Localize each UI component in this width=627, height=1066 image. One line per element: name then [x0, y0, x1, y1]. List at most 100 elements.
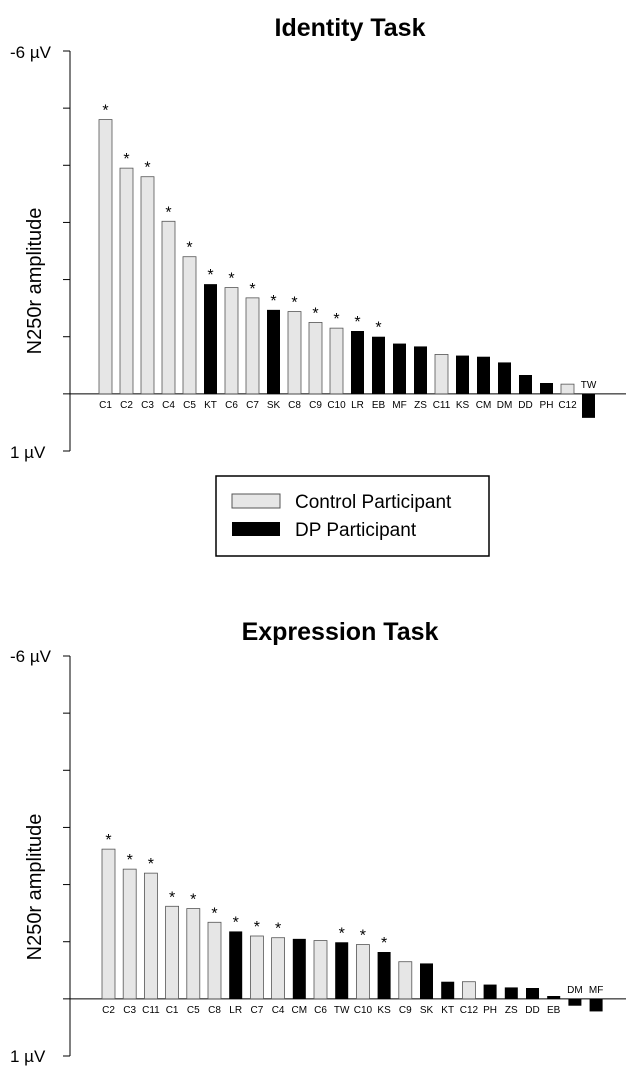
- legend-label-control: Control Participant: [295, 492, 452, 513]
- bar-sk: [267, 309, 280, 394]
- bar-zs: [504, 987, 518, 999]
- x-tick-label: C2: [120, 400, 133, 411]
- significance-star: *: [381, 935, 387, 952]
- x-tick-label: ZS: [414, 400, 427, 411]
- bar-c10: [329, 327, 344, 395]
- legend-swatch-dp: [232, 522, 280, 536]
- bar-c2: [101, 848, 116, 1000]
- y-axis-label: N250r amplitude: [24, 814, 46, 961]
- y-tick-top: -6 µV: [10, 43, 52, 62]
- x-tick-label: C7: [251, 1005, 264, 1016]
- bar-dd: [526, 988, 539, 999]
- bar-c12: [560, 383, 575, 395]
- x-tick-label: C8: [288, 400, 301, 411]
- x-tick-label: DD: [525, 1005, 539, 1016]
- bar-kt: [204, 284, 217, 394]
- significance-star: *: [312, 305, 318, 322]
- legend: Control Participant DP Participant: [215, 475, 490, 557]
- x-tick-label: C1: [166, 1005, 179, 1016]
- significance-star: *: [127, 852, 133, 869]
- significance-star: *: [169, 889, 175, 906]
- x-tick-label: C2: [102, 1005, 115, 1016]
- x-tick-label: C11: [142, 1005, 160, 1016]
- bar-zs: [414, 346, 427, 394]
- x-tick-label: C4: [162, 400, 175, 411]
- bar-mf: [589, 998, 603, 1012]
- x-tick-label: DD: [518, 400, 532, 411]
- significance-star: *: [228, 271, 234, 288]
- bars: C1 * C2 * C3 * C4 * C5 * KT * C6 * C7 * SK * C8 * C9 * C10 * LR *…: [98, 103, 597, 418]
- bar-c11: [143, 872, 158, 1000]
- significance-star: *: [102, 103, 108, 120]
- x-tick-label: MF: [589, 985, 603, 996]
- significance-star: *: [165, 204, 171, 221]
- significance-star: *: [211, 905, 217, 922]
- bar-cm: [477, 356, 490, 394]
- bar-c5: [186, 908, 201, 1000]
- x-tick-label: SK: [267, 400, 281, 411]
- bar-c7: [245, 297, 260, 395]
- x-tick-label: C9: [309, 400, 322, 411]
- bar-lr: [351, 331, 364, 394]
- legend-label-dp: DP Participant: [295, 520, 417, 541]
- x-tick-label: C8: [208, 1005, 221, 1016]
- y-tick-top: -6 µV: [10, 647, 52, 666]
- x-tick-label: PH: [540, 400, 554, 411]
- chart-title: Expression Task: [242, 618, 439, 646]
- significance-star: *: [339, 925, 345, 942]
- significance-star: *: [275, 921, 281, 938]
- x-tick-label: LR: [351, 400, 364, 411]
- significance-star: *: [190, 892, 196, 909]
- bar-tw: [335, 942, 349, 999]
- expression-chart: Expression Task -6 µV 1 µV N250r amplitu…: [10, 618, 626, 1066]
- x-tick-label: KT: [204, 400, 217, 411]
- significance-star: *: [249, 281, 255, 298]
- bar-c8: [207, 921, 222, 1000]
- x-tick-label: C9: [399, 1005, 412, 1016]
- x-tick-label: C12: [460, 1005, 479, 1016]
- bars: C2 * C3 * C11 * C1 * C5 * C8 * LR * C7 * C4 * CM C6 TW * C10 * K…: [101, 832, 603, 1016]
- significance-star: *: [207, 267, 213, 284]
- bar-kt: [441, 981, 455, 999]
- x-tick-label: EB: [547, 1005, 561, 1016]
- bar-eb: [547, 996, 561, 999]
- bar-c3: [122, 868, 137, 1000]
- y-axis-label: N250r amplitude: [24, 208, 46, 355]
- bar-c12: [461, 981, 476, 1000]
- significance-star: *: [360, 928, 366, 945]
- bar-c4: [271, 937, 286, 1000]
- bar-lr: [229, 931, 243, 999]
- y-tick-bottom: 1 µV: [10, 1047, 46, 1066]
- x-tick-label: SK: [420, 1005, 434, 1016]
- bar-c6: [224, 287, 239, 395]
- identity-chart: Identity Task -6 µV 1 µV N250r amplitude…: [10, 14, 626, 462]
- x-tick-label: C4: [272, 1005, 285, 1016]
- significance-star: *: [123, 151, 129, 168]
- bar-c6: [313, 940, 328, 1000]
- bar-c9: [398, 961, 413, 1000]
- bar-c7: [249, 935, 264, 1000]
- bar-ph: [483, 984, 497, 999]
- bar-mf: [393, 343, 406, 394]
- significance-star: *: [291, 295, 297, 312]
- x-tick-label: C12: [558, 400, 577, 411]
- bar-dm: [568, 998, 582, 1006]
- bar-ks: [377, 952, 391, 999]
- significance-star: *: [333, 311, 339, 328]
- x-tick-label: MF: [392, 400, 406, 411]
- chart-title: Identity Task: [275, 14, 426, 42]
- x-tick-label: CM: [292, 1005, 308, 1016]
- significance-star: *: [254, 919, 260, 936]
- x-tick-label: LR: [229, 1005, 242, 1016]
- x-tick-label: C3: [123, 1005, 136, 1016]
- x-tick-label: KS: [377, 1005, 391, 1016]
- bar-dm: [498, 362, 511, 394]
- x-tick-label: C6: [225, 400, 238, 411]
- bar-cm: [292, 938, 306, 999]
- significance-star: *: [144, 160, 150, 177]
- bar-c9: [308, 322, 323, 395]
- bar-c1: [98, 119, 113, 395]
- bar-c2: [119, 167, 134, 395]
- bar-c1: [165, 905, 180, 1000]
